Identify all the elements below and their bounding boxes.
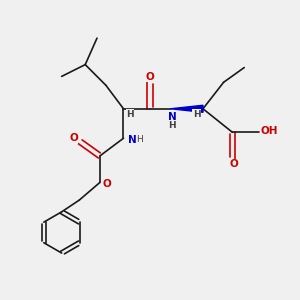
Text: N: N bbox=[128, 135, 137, 145]
Text: O: O bbox=[102, 179, 111, 189]
Text: O: O bbox=[146, 72, 154, 82]
Text: O: O bbox=[69, 133, 78, 143]
Text: H: H bbox=[136, 135, 143, 144]
Text: H: H bbox=[168, 121, 176, 130]
Text: OH: OH bbox=[260, 126, 278, 136]
Text: O: O bbox=[230, 159, 238, 169]
Text: H: H bbox=[193, 110, 200, 118]
Polygon shape bbox=[171, 105, 203, 112]
Text: H: H bbox=[126, 110, 134, 118]
Text: N: N bbox=[168, 112, 176, 122]
